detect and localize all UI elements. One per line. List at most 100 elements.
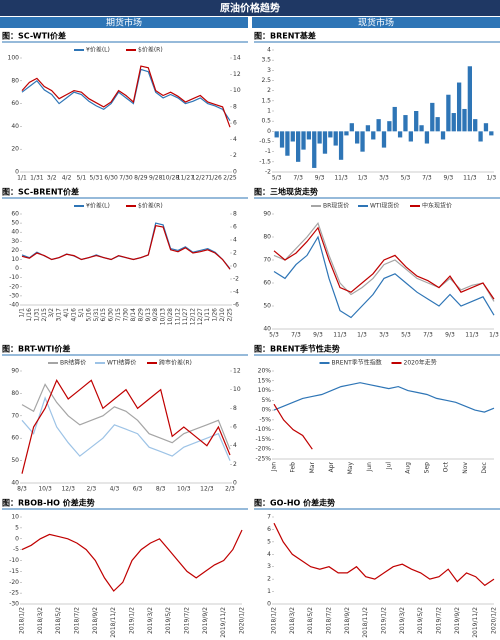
y-tick-label: -30 [9,601,19,608]
y-tick-label: -1.5 [259,158,271,165]
y-tick-label: 60 [11,435,19,442]
x-tick-label: 1/31 [30,175,44,182]
series-line [273,382,495,413]
x-tick-label: Apr [328,461,335,472]
x-tick-label: 6/3 [133,486,143,493]
y-tick-label: 8 [233,405,237,412]
x-tick-label: 1/16 [26,308,33,322]
x-tick-label: 8/29 [137,308,144,322]
series-line [21,378,231,474]
y-tick-label: 80 [11,390,19,397]
x-tick-label: 2018/3/2 [289,607,296,634]
x-tick-label: Mar [309,461,316,473]
x-tick-label: 7/30 [119,175,133,182]
y-tick-label: -20% [255,446,271,453]
y-tick-label: 5% [261,397,271,404]
bar [349,123,354,132]
x-tick-label: 12/3 [61,486,75,493]
x-tick-label: 1/3 [489,332,499,339]
x-tick-label: 1/11 [204,308,211,322]
legend-label: ¥价差(L) [86,46,110,54]
bar [333,131,338,146]
y-tick-label: -5% [259,416,271,423]
chart-title: 图：GO-HO 价差走势 [254,498,335,508]
x-tick-label: 12/12 [189,308,196,325]
x-tick-label: 9/3 [445,332,455,339]
chart-title: 图：RBOB-HO 价差走势 [2,498,95,508]
y-tick-label: 10 [11,514,19,521]
x-tick-label: 7/3 [422,175,432,182]
x-tick-label: 2019/9/2 [202,607,209,634]
x-tick-label: 2018/11/2 [362,607,369,638]
y-tick-label: 12 [233,368,241,375]
y-tick-label: 6 [233,120,237,127]
x-tick-label: 8/3 [17,486,27,493]
x-tick-label: 2019/5/2 [417,607,424,634]
y-tick-label: 50 [11,220,19,227]
x-tick-label: 8/3 [156,486,166,493]
x-tick-label: Sep [424,462,431,474]
y-tick-label: 8 [233,211,237,218]
x-tick-label: 1/3 [357,332,367,339]
bar [317,131,322,144]
bar [376,119,381,132]
x-tick-label: 2018/9/2 [92,607,99,634]
x-tick-label: 2019/1/2 [381,607,388,634]
x-tick-label: 5/3 [269,332,279,339]
y-tick-label: 20 [11,146,19,153]
x-tick-label: 12/3 [200,486,214,493]
y-tick-label: 60 [263,280,271,287]
y-tick-label: 6 [233,224,237,231]
x-tick-label: 10/3 [177,486,191,493]
legend-label: 中东现货价 [422,202,452,210]
y-tick-label: -25 [9,590,19,597]
y-tick-label: 90 [11,368,19,375]
x-tick-label: 1/1 [17,175,27,182]
bar [430,102,435,132]
y-tick-label: 50 [11,457,19,464]
y-tick-label: 0 [15,535,19,542]
y-tick-label: 70 [11,412,19,419]
x-tick-label: 1/3 [486,175,496,182]
legend-label: BRENT季节性指数 [332,359,382,367]
y-tick-label: 4 [233,136,237,143]
x-tick-label: Jun [366,462,373,473]
x-tick-label: 9/13 [145,308,152,322]
y-tick-label: 6 [267,526,271,533]
y-tick-label: 12 [233,71,241,78]
x-tick-label: 4/2 [62,175,72,182]
x-tick-label: Oct [443,461,450,472]
x-tick-label: 6/30 [104,175,118,182]
section-bar [0,17,248,28]
y-tick-label: 10 [233,386,241,393]
bar [285,131,290,156]
chart-title: 图：BRENT基差 [254,31,316,41]
y-tick-label: 0.5 [261,118,271,125]
y-tick-label: 3 [267,563,271,570]
x-tick-label: 8/29 [134,175,148,182]
x-tick-label: Jan [271,462,278,472]
x-tick-label: 1/1 [19,308,26,318]
y-tick-label: 50 [263,303,271,310]
x-tick-label: 5/1 [77,175,87,182]
y-tick-label: 0 [233,263,237,270]
x-tick-label: Feb [290,462,297,473]
x-tick-label: 9/28 [152,308,159,322]
x-tick-label: 6/15 [100,308,107,322]
y-tick-label: 60 [11,100,19,107]
y-tick-label: -2 [233,276,239,283]
series-line [21,529,243,592]
y-tick-label: 4 [267,47,271,54]
bar [301,131,306,150]
bar [414,111,419,132]
series-line [273,235,495,319]
bar [328,131,333,138]
y-tick-label: 1 [267,588,271,595]
x-tick-label: 2019/7/2 [436,607,443,634]
y-tick-label: 4 [267,551,271,558]
x-tick-label: 2019/3/2 [399,607,406,634]
x-tick-label: 1/3 [358,175,368,182]
legend-label: BR结算价 [60,359,86,367]
bar [456,82,462,132]
x-tick-label: 6/30 [108,308,115,322]
